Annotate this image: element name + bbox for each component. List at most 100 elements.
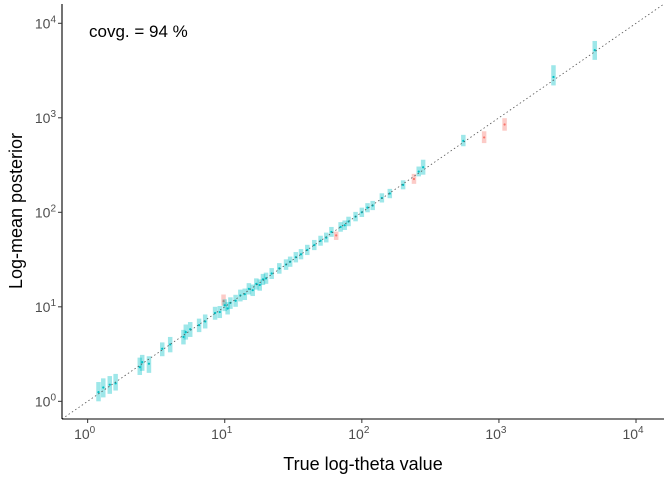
data-point-10 — [183, 324, 189, 340]
data-point-21 — [238, 289, 243, 302]
point-marker-57 — [552, 75, 555, 79]
data-point-42 — [342, 220, 347, 230]
data-point-49 — [387, 188, 393, 199]
data-point-0 — [96, 382, 101, 402]
data-point-18 — [225, 302, 230, 315]
point-marker-51 — [412, 177, 416, 181]
y-tick-label-0: 100 — [35, 392, 57, 409]
data-point-53 — [420, 159, 426, 175]
data-point-35 — [305, 244, 310, 256]
point-marker-18 — [226, 307, 229, 310]
point-marker-58 — [593, 49, 596, 52]
point-marker-0 — [97, 391, 100, 394]
data-point-22 — [242, 288, 248, 301]
x-tick-label-1: 101 — [211, 425, 233, 442]
point-marker-5 — [141, 361, 144, 364]
x-tick-label-0: 100 — [74, 425, 96, 442]
point-marker-15 — [218, 310, 221, 314]
point-marker-50 — [402, 183, 405, 186]
data-point-1 — [101, 378, 106, 398]
data-point-55 — [481, 131, 487, 144]
point-marker-53 — [422, 166, 425, 169]
data-point-24 — [250, 284, 255, 297]
point-marker-4 — [138, 366, 141, 369]
data-point-23 — [246, 283, 252, 295]
data-point-9 — [181, 329, 186, 345]
data-point-12 — [196, 318, 202, 333]
x-axis-title: True log-theta value — [283, 454, 442, 474]
data-point-50 — [400, 180, 406, 190]
x-tick-label-3: 103 — [485, 425, 507, 442]
data-point-54 — [461, 134, 466, 147]
point-marker-7 — [161, 347, 164, 350]
data-point-6 — [146, 356, 152, 373]
data-point-46 — [365, 203, 370, 213]
y-tick-label-1: 101 — [35, 298, 57, 315]
point-marker-42 — [343, 224, 346, 227]
point-marker-2 — [108, 383, 111, 386]
point-marker-24 — [251, 289, 254, 292]
data-point-8 — [167, 336, 173, 353]
data-point-20 — [233, 294, 238, 307]
reference-line — [61, 3, 665, 420]
data-point-13 — [202, 314, 208, 329]
y-tick-label-3: 103 — [35, 109, 57, 126]
data-point-7 — [159, 342, 165, 357]
point-marker-9 — [182, 335, 185, 339]
data-point-37 — [318, 235, 323, 246]
data-point-29 — [269, 268, 274, 279]
point-marker-34 — [299, 253, 303, 256]
point-marker-1 — [102, 386, 105, 389]
point-marker-54 — [462, 139, 465, 142]
data-point-17 — [222, 299, 227, 312]
point-marker-12 — [197, 324, 201, 327]
y-tick-label-2: 102 — [35, 203, 57, 220]
data-point-57 — [551, 65, 556, 86]
data-point-38 — [323, 232, 329, 243]
point-marker-20 — [234, 299, 237, 302]
point-marker-52 — [417, 170, 420, 173]
data-point-56 — [502, 118, 507, 131]
point-marker-29 — [270, 272, 273, 275]
data-point-25 — [254, 278, 259, 290]
point-marker-11 — [189, 328, 192, 331]
point-marker-55 — [483, 136, 486, 139]
point-marker-49 — [388, 192, 391, 195]
point-marker-56 — [503, 123, 506, 126]
data-point-58 — [592, 40, 597, 60]
point-marker-46 — [366, 206, 369, 209]
data-point-14 — [212, 306, 218, 320]
point-marker-16 — [222, 299, 225, 303]
coverage-annotation: covg. = 94 % — [89, 22, 188, 41]
data-point-40 — [333, 231, 339, 240]
data-point-34 — [298, 249, 304, 260]
chart-marks — [96, 40, 597, 402]
point-marker-26 — [258, 283, 261, 287]
data-point-5 — [139, 354, 145, 371]
x-tick-label-4: 104 — [622, 425, 644, 442]
point-marker-10 — [184, 331, 187, 334]
data-point-52 — [416, 166, 421, 177]
data-point-41 — [338, 222, 343, 232]
point-marker-41 — [339, 225, 342, 229]
point-marker-40 — [335, 234, 338, 237]
point-marker-23 — [247, 287, 250, 290]
data-point-4 — [137, 357, 143, 375]
data-point-36 — [312, 239, 317, 251]
point-marker-17 — [223, 304, 226, 307]
data-point-16 — [221, 294, 226, 306]
data-point-2 — [107, 376, 113, 394]
point-marker-6 — [147, 362, 151, 365]
data-point-39 — [329, 226, 334, 237]
y-axis-title: Log-mean posterior — [6, 133, 26, 289]
y-axis-ticks: 100 101 102 103 104 — [35, 14, 62, 409]
data-point-51 — [411, 173, 417, 184]
point-marker-36 — [313, 243, 316, 247]
data-point-11 — [187, 322, 193, 337]
x-axis-ticks: 100 101 102 103 104 — [74, 419, 644, 442]
data-point-26 — [257, 279, 262, 291]
x-tick-label-2: 102 — [348, 425, 370, 442]
y-tick-label-4: 104 — [35, 14, 57, 31]
data-point-15 — [217, 305, 223, 319]
